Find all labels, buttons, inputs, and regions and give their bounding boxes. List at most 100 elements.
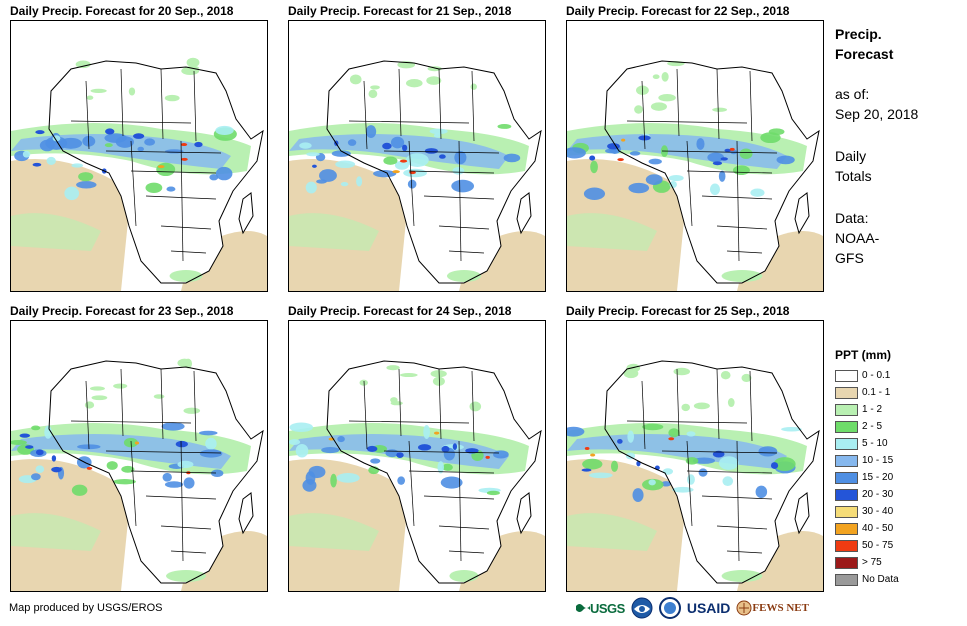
rain-cell <box>215 125 234 136</box>
country-border <box>130 470 217 474</box>
country-border <box>383 450 500 454</box>
scattered-rain <box>681 403 690 412</box>
coastline <box>326 60 542 284</box>
panel-title: Daily Precip. Forecast for 21 Sep., 2018 <box>288 4 512 18</box>
rain-cell <box>707 152 724 163</box>
scattered-rain <box>652 74 660 80</box>
southern-rain <box>449 570 479 582</box>
light-rain-area <box>289 213 379 251</box>
heavy-rain-cell <box>402 144 408 152</box>
legend-swatch <box>835 386 858 399</box>
heavy-rain-cell <box>452 443 458 450</box>
heavy-rain-cell <box>581 468 592 472</box>
asof-date: Sep 20, 2018 <box>835 106 919 122</box>
rain-cell <box>289 422 314 433</box>
country-border <box>423 495 495 500</box>
scattered-rain <box>164 94 180 102</box>
heavy-rain-cell <box>366 445 378 452</box>
rain-cell <box>115 136 135 148</box>
rain-cell <box>299 142 312 149</box>
scattered-rain <box>183 407 201 414</box>
country-border <box>423 195 495 200</box>
rain-cell <box>113 479 136 485</box>
rain-cell <box>687 474 695 485</box>
legend-item: 15 - 20 <box>835 470 965 485</box>
scattered-rain <box>370 85 380 90</box>
rain-cell <box>64 186 80 201</box>
country-border <box>641 80 646 150</box>
rain-cell <box>210 469 224 477</box>
info-heading-line1: Precip. <box>835 26 882 42</box>
scattered-rain <box>470 83 477 90</box>
scattered-rain <box>390 401 403 406</box>
rain-cell <box>698 468 708 477</box>
panel-title: Daily Precip. Forecast for 22 Sep., 2018 <box>566 4 790 18</box>
rain-cell <box>696 138 705 150</box>
country-border <box>408 440 415 527</box>
southern-rain <box>166 570 206 582</box>
rain-cell <box>78 172 94 182</box>
panel-title: Daily Precip. Forecast for 20 Sep., 2018 <box>10 4 234 18</box>
country-border <box>686 470 773 474</box>
rain-cell <box>437 461 444 474</box>
africa-precip-map <box>11 358 267 591</box>
rain-cell <box>755 485 768 499</box>
rain-cell <box>144 138 156 146</box>
scattered-rain <box>426 76 442 85</box>
rain-cell <box>590 160 598 174</box>
country-border <box>170 250 207 254</box>
extreme-rain-cell <box>590 453 596 457</box>
scattered-rain <box>693 402 710 410</box>
rain-cell <box>452 167 465 175</box>
coastline <box>48 60 264 284</box>
rain-cell <box>162 472 172 482</box>
agency-logos: USGS USAID FEWS NET <box>576 595 815 621</box>
rain-cell <box>336 472 360 483</box>
scattered-rain <box>432 376 445 386</box>
rain-cell <box>583 187 606 200</box>
country-border <box>408 170 495 174</box>
scattered-rain <box>113 383 128 389</box>
country-border <box>105 150 222 154</box>
country-border <box>180 440 184 562</box>
country-border <box>726 250 763 254</box>
rain-cell <box>289 439 301 445</box>
rain-cell <box>46 156 56 165</box>
country-border <box>626 420 748 424</box>
legend-item: 1 - 2 <box>835 402 965 417</box>
heavy-rain-cell <box>25 445 34 449</box>
rain-cell <box>773 457 796 471</box>
precip-map <box>10 20 268 292</box>
scattered-rain <box>368 89 378 99</box>
legend-swatch <box>835 539 858 552</box>
light-rain-area <box>11 513 101 551</box>
scattered-rain <box>469 401 482 412</box>
rain-cell <box>137 146 144 152</box>
country-border <box>448 550 485 554</box>
country-border <box>363 380 368 450</box>
country-border <box>661 450 778 454</box>
country-border <box>160 225 212 230</box>
rain-cell <box>433 133 442 138</box>
country-border <box>716 525 768 530</box>
rain-cell <box>732 165 750 176</box>
heavy-rain-cell <box>51 466 62 473</box>
rain-cell <box>164 481 184 488</box>
panel-title: Daily Precip. Forecast for 25 Sep., 2018 <box>566 304 790 318</box>
rain-cell <box>76 181 97 189</box>
heavy-rain-cell <box>35 130 45 135</box>
country-border <box>736 440 740 562</box>
rain-cell <box>383 156 398 165</box>
heavy-rain-cell <box>424 148 438 154</box>
legend-label: 10 - 15 <box>862 454 894 466</box>
rain-cell <box>164 149 184 154</box>
map-credit: Map produced by USGS/EROS <box>9 602 163 614</box>
extreme-rain-cell <box>729 147 735 151</box>
country-border <box>120 68 124 137</box>
rain-cell <box>306 152 320 157</box>
rain-cell <box>347 139 357 146</box>
legend-swatch <box>835 573 858 586</box>
country-border <box>686 440 693 527</box>
africa-land <box>605 361 819 583</box>
legend-item: 10 - 15 <box>835 453 965 468</box>
